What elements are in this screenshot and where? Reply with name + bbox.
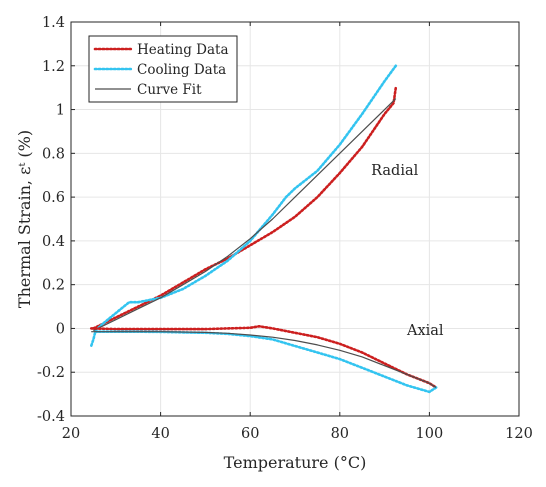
x-tick-label: 120 xyxy=(505,426,533,442)
annotation-label: Axial xyxy=(406,323,444,339)
axis-ticks: 20 40 60 80 100 120 -0.4 -0.2 0 0.2 0.4 0.6 0.8 1 1.2 1… xyxy=(37,15,533,442)
series-line-3 xyxy=(89,324,438,389)
annotations: Radial Axial xyxy=(371,163,444,339)
legend: Heating Data Cooling Data Curve Fit xyxy=(88,35,238,103)
x-tick-label: 100 xyxy=(416,426,444,442)
y-tick-label: 0.2 xyxy=(42,278,65,294)
annotation-label: Radial xyxy=(371,163,418,179)
series-line-1 xyxy=(89,64,398,348)
series-line-5 xyxy=(91,331,437,389)
series-line-2 xyxy=(93,98,397,332)
legend-label: Curve Fit xyxy=(137,82,202,98)
series-line-4 xyxy=(92,330,438,394)
x-axis-title: Temperature (°C) xyxy=(224,453,367,472)
y-tick-label: 0.6 xyxy=(42,190,65,206)
legend-label: Cooling Data xyxy=(137,62,226,78)
y-tick-label: 1.2 xyxy=(42,59,65,75)
y-tick-label: 1 xyxy=(56,103,65,119)
y-tick-label: 0.8 xyxy=(42,146,65,162)
y-tick-label: 0 xyxy=(56,321,65,337)
y-tick-label: -0.4 xyxy=(37,409,65,425)
x-tick-label: 40 xyxy=(151,426,169,442)
legend-label: Heating Data xyxy=(137,42,229,58)
y-tick-label: -0.2 xyxy=(37,365,65,381)
x-tick-label: 80 xyxy=(331,426,349,442)
series-line-0 xyxy=(92,86,398,330)
x-tick-label: 60 xyxy=(241,426,259,442)
plot-series xyxy=(89,64,438,394)
y-tick-label: 1.4 xyxy=(42,15,65,31)
y-axis-title: Thermal Strain, εᵗ (%) xyxy=(15,130,34,308)
y-tick-label: 0.4 xyxy=(42,234,65,250)
plot-frame xyxy=(70,21,520,417)
x-tick-label: 20 xyxy=(62,426,80,442)
